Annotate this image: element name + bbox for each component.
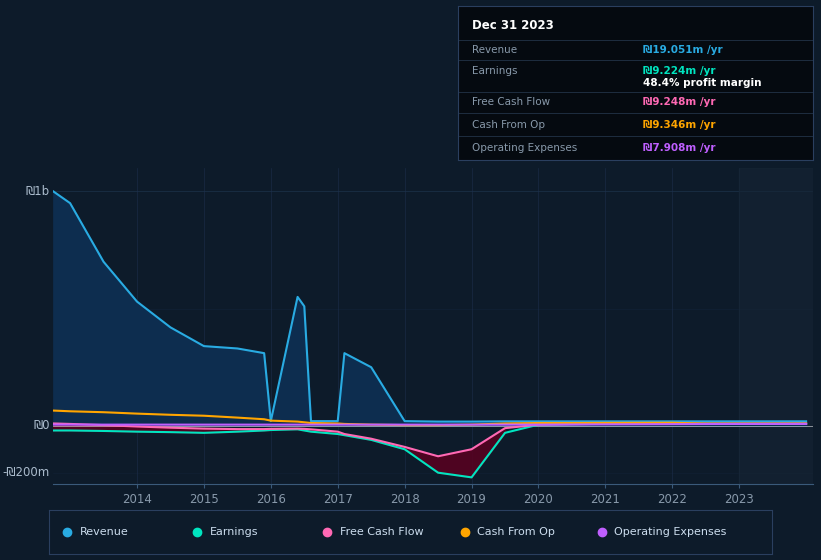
Text: Revenue: Revenue: [472, 45, 517, 55]
Text: Earnings: Earnings: [472, 66, 518, 76]
Text: Earnings: Earnings: [209, 527, 258, 537]
Text: Operating Expenses: Operating Expenses: [472, 143, 577, 153]
Text: ₪19.051m /yr: ₪19.051m /yr: [643, 45, 722, 55]
Text: ₪7.908m /yr: ₪7.908m /yr: [643, 143, 715, 153]
Text: ₪9.224m /yr: ₪9.224m /yr: [643, 66, 715, 76]
Text: Operating Expenses: Operating Expenses: [614, 527, 727, 537]
Text: ₪1b: ₪1b: [25, 185, 49, 198]
Text: Dec 31 2023: Dec 31 2023: [472, 20, 554, 32]
Text: Cash From Op: Cash From Op: [477, 527, 555, 537]
Text: Free Cash Flow: Free Cash Flow: [472, 97, 550, 107]
Text: ₪0: ₪0: [33, 419, 49, 432]
Text: ₪9.346m /yr: ₪9.346m /yr: [643, 120, 715, 130]
Text: Cash From Op: Cash From Op: [472, 120, 545, 130]
Bar: [739, 168, 813, 484]
Text: Free Cash Flow: Free Cash Flow: [340, 527, 424, 537]
Text: Revenue: Revenue: [80, 527, 128, 537]
Text: 48.4% profit margin: 48.4% profit margin: [643, 78, 761, 87]
Text: -₪200m: -₪200m: [2, 466, 49, 479]
Text: ₪9.248m /yr: ₪9.248m /yr: [643, 97, 715, 107]
